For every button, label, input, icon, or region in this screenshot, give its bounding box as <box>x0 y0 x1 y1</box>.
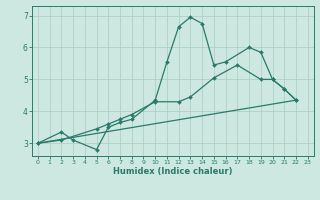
X-axis label: Humidex (Indice chaleur): Humidex (Indice chaleur) <box>113 167 233 176</box>
